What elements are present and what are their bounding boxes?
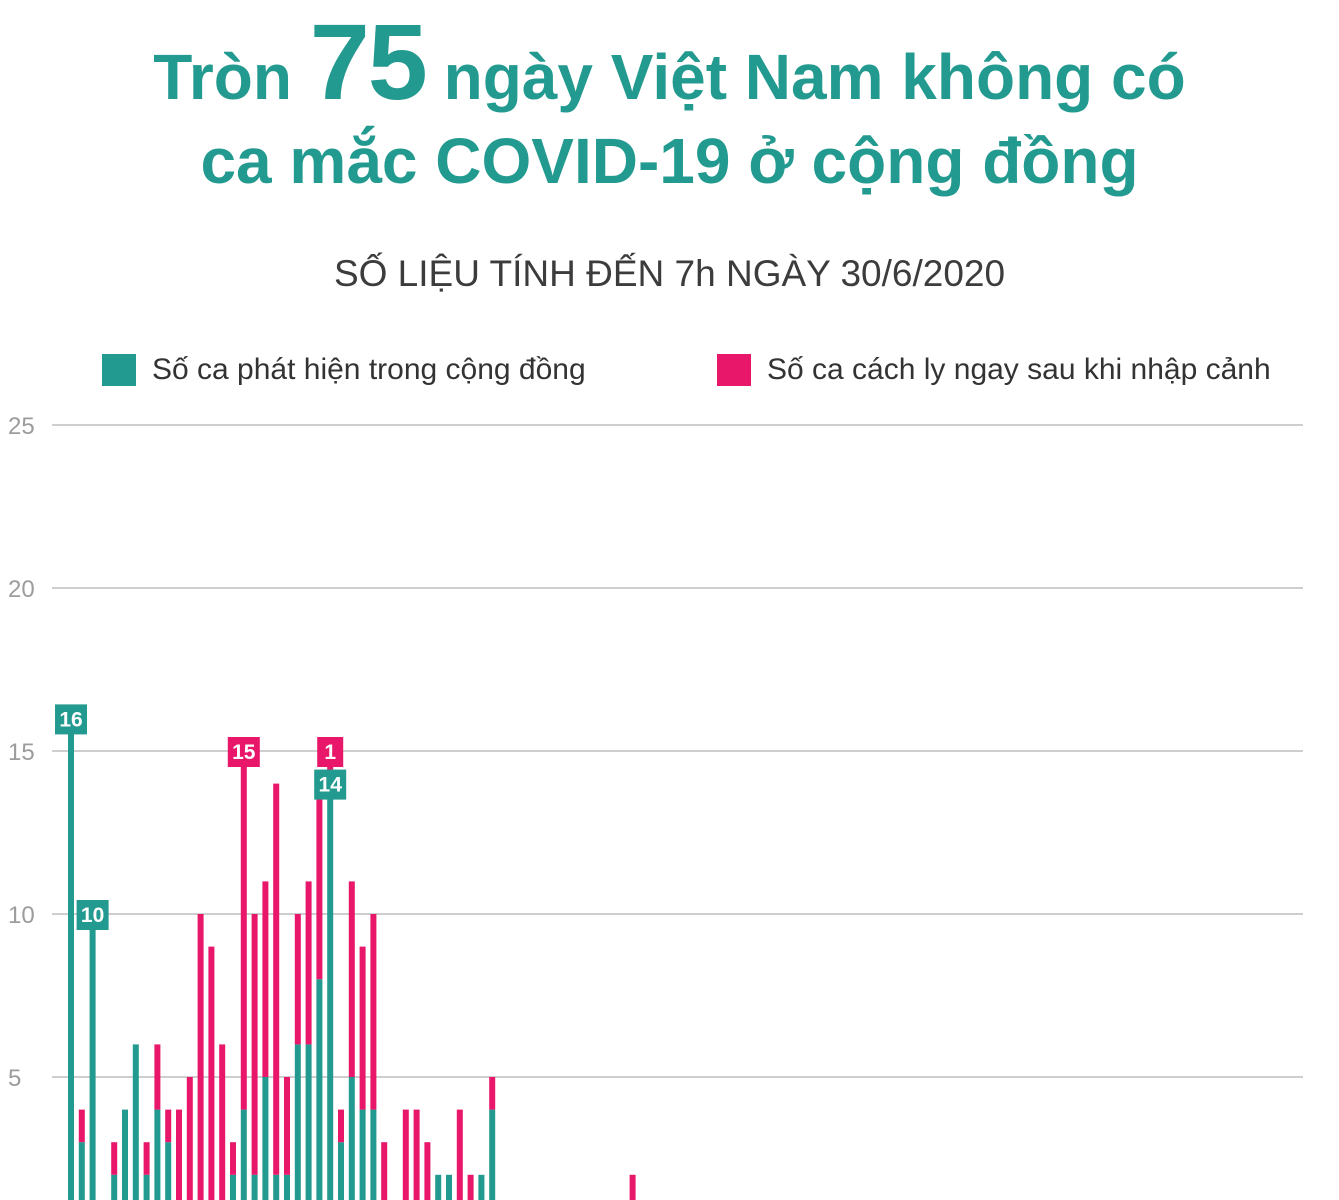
bar-imported <box>629 1174 636 1200</box>
y-tick-label: 25 <box>8 413 35 440</box>
value-label-box <box>314 769 347 800</box>
bar-imported <box>348 881 355 1077</box>
value-label: 1 <box>317 737 344 767</box>
bar-community <box>122 1109 128 1200</box>
bar-imported <box>338 1109 344 1143</box>
bar-community <box>294 1044 301 1200</box>
value-label-text: 16 <box>59 708 82 731</box>
bar-community <box>154 1109 161 1200</box>
bar-imported <box>359 946 366 1110</box>
value-label-box <box>55 704 87 735</box>
title-suffix: ngày Việt Nam không có <box>443 41 1186 113</box>
page-title: Tròn 75 ngày Việt Nam không có ca mắc CO… <box>0 8 1339 203</box>
bar-community <box>489 1109 496 1200</box>
bar-community <box>230 1174 236 1200</box>
bar-community <box>338 1142 344 1200</box>
bar-imported <box>78 1109 85 1143</box>
bar-imported <box>413 1109 420 1200</box>
subtitle: SỐ LIỆU TÍNH ĐẾN 7h NGÀY 30/6/2020 <box>333 253 1006 294</box>
bar-imported <box>165 1109 172 1143</box>
bars <box>68 718 636 1200</box>
bar-imported <box>208 946 215 1200</box>
bar-community <box>435 1174 442 1200</box>
bar-community <box>165 1142 172 1200</box>
bar-imported <box>154 1044 161 1110</box>
bar-community <box>348 1077 355 1200</box>
legend-swatch-imported <box>717 354 751 386</box>
bar-imported <box>111 1142 118 1175</box>
bar-imported <box>186 1077 193 1200</box>
y-tick-label: 15 <box>8 739 35 766</box>
bar-community <box>78 1142 85 1200</box>
value-label: 16 <box>55 704 87 735</box>
bar-imported <box>327 751 334 784</box>
legend-label-imported: Số ca cách ly ngay sau khi nhập cảnh <box>767 353 1271 386</box>
bar-imported <box>370 914 377 1110</box>
value-label: 14 <box>314 769 347 800</box>
data-labels: 16101511417251732 <box>55 704 347 930</box>
bar-imported <box>402 1109 409 1200</box>
y-tick-label: 10 <box>8 902 35 929</box>
y-tick-label: 5 <box>8 1065 21 1092</box>
bar-imported <box>456 1109 463 1200</box>
bar-community <box>111 1174 118 1200</box>
bar-imported <box>240 751 247 1110</box>
bar-community <box>327 783 334 1200</box>
title-prefix: Tròn <box>153 41 292 113</box>
bar-imported <box>424 1142 431 1200</box>
value-label-text: 1 <box>324 741 336 764</box>
bar-imported <box>381 1142 388 1200</box>
bar-imported <box>262 881 269 1077</box>
bar-imported <box>316 783 323 980</box>
value-label-text: 14 <box>319 774 343 797</box>
bar-imported <box>294 914 301 1045</box>
bar-imported <box>230 1142 236 1175</box>
y-tick-label: 20 <box>8 576 35 603</box>
bar-imported <box>284 1077 290 1175</box>
bar-imported <box>176 1109 182 1200</box>
bar-imported <box>305 881 312 1045</box>
bar-community <box>251 1174 258 1200</box>
bar-community <box>240 1109 247 1200</box>
title-line2: ca mắc COVID-19 ở cộng đồng <box>200 125 1139 197</box>
bar-community <box>68 718 74 1200</box>
bar-community <box>262 1077 269 1200</box>
bar-community <box>359 1109 366 1200</box>
title-number: 75 <box>309 1 428 122</box>
bar-imported <box>219 1044 226 1200</box>
value-label-box <box>76 900 109 930</box>
value-label-text: 15 <box>232 741 256 764</box>
value-label-box <box>227 737 260 767</box>
value-label: 10 <box>76 900 109 930</box>
value-label-box <box>317 737 344 767</box>
bar-community <box>316 979 323 1200</box>
bar-community <box>370 1109 377 1200</box>
bar-community <box>478 1174 485 1200</box>
bar-community <box>143 1174 150 1200</box>
bar-imported <box>467 1174 474 1200</box>
value-label: 15 <box>227 737 260 767</box>
bar-community <box>273 1174 280 1200</box>
bar-community <box>89 914 96 1200</box>
legend-swatch-community <box>102 354 136 386</box>
bar-community <box>446 1174 452 1200</box>
bar-imported <box>251 914 258 1175</box>
legend-imported: Số ca cách ly ngay sau khi nhập cảnh <box>717 350 1271 390</box>
legend-label-community: Số ca phát hiện trong cộng đồng <box>152 353 586 386</box>
bar-imported <box>273 783 280 1175</box>
legend-community: Số ca phát hiện trong cộng đồng <box>102 350 586 390</box>
value-label-text: 10 <box>81 904 104 927</box>
bar-imported <box>143 1142 150 1175</box>
bar-community <box>305 1044 312 1200</box>
bar-community <box>132 1044 139 1200</box>
bar-imported <box>489 1077 496 1110</box>
bar-community <box>284 1174 290 1200</box>
bar-imported <box>197 914 204 1200</box>
gridlines: 5 10 15 20 25 <box>8 413 1303 1092</box>
